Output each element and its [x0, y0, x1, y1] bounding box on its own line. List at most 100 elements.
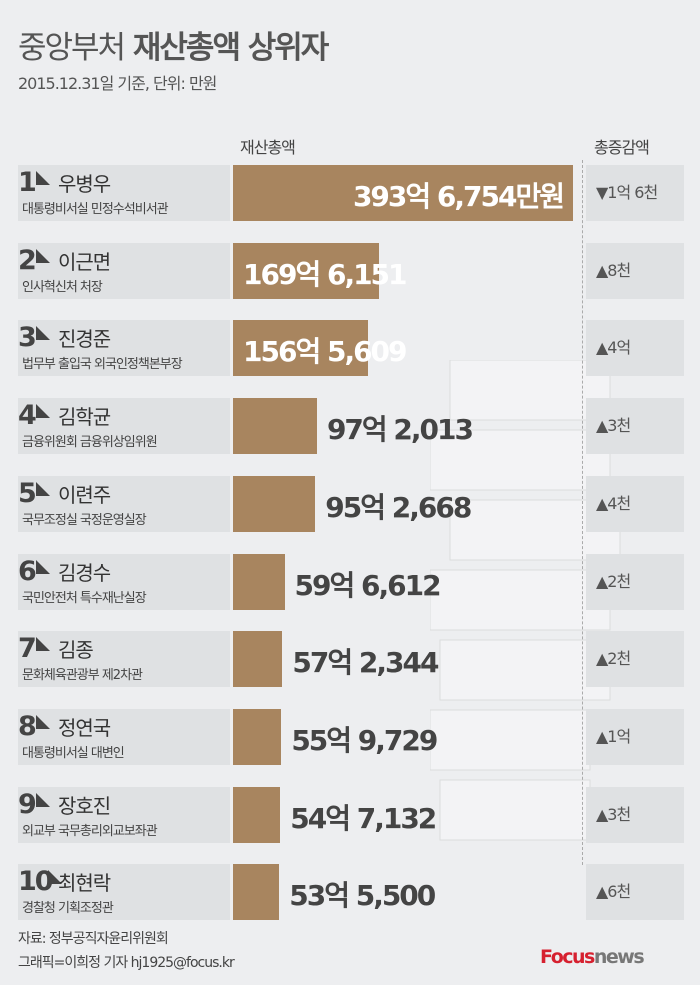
person-position: 대통령비서실 대변인 [22, 745, 125, 761]
slash-mark [36, 559, 50, 574]
logo-news: news [593, 946, 645, 968]
value-label: 57억 2,344 [292, 646, 439, 680]
divider [582, 160, 583, 865]
person-name: 김종 [58, 638, 94, 663]
bar [233, 786, 281, 843]
change-value: ▲1억 [586, 708, 684, 765]
table-row: 4 김학균 금융위원회 금융위상임위원 97억 2,013 ▲3천 [0, 398, 700, 455]
logo-focus: Focus [540, 946, 595, 968]
table-row: 9 장호진 외교부 국무총리외교보좌관 54억 7,132 ▲3천 [0, 786, 700, 843]
credit: 그래픽=이희정 기자 hj1925@focus.kr [18, 955, 235, 971]
person-name: 이근면 [58, 249, 111, 274]
rank: 8 [18, 710, 37, 742]
person-position: 대통령비서실 민정수석비서관 [22, 202, 169, 217]
slash-mark [36, 326, 50, 341]
person-name: 최현락 [58, 871, 111, 896]
person-name: 진경준 [58, 327, 111, 352]
change-value: ▼1억 6천 [586, 165, 684, 221]
change-value: ▲2천 [586, 631, 684, 688]
value-label: 53억 5,500 [289, 879, 436, 913]
change-value: ▲4억 [586, 320, 684, 377]
value-label: 95억 2,668 [325, 490, 472, 524]
value-label: 54억 7,132 [290, 801, 437, 835]
bar [233, 553, 285, 610]
change-value: ▲6천 [586, 864, 684, 921]
table-row: 1 우병우 대통령비서실 민정수석비서관 393억 6,754만원 ▼1억 6천 [0, 165, 700, 221]
label-box: 8 정연국 대통령비서실 대변인 [18, 708, 230, 765]
label-box: 4 김학균 금융위원회 금융위상임위원 [18, 398, 230, 455]
header-total: 재산총액 [240, 138, 296, 157]
change-value: ▲2천 [586, 553, 684, 610]
person-name: 이련주 [58, 482, 111, 507]
table-row: 10 최현락 경찰청 기획조정관 53억 5,500 ▲6천 [0, 864, 700, 921]
person-position: 문화체육관광부 제2차관 [22, 668, 143, 684]
subtitle: 2015.12.31일 기준, 단위: 만원 [18, 74, 217, 93]
bar [233, 320, 369, 377]
bar [233, 398, 317, 455]
bar [233, 864, 280, 921]
change-value: ▲8천 [586, 242, 684, 299]
value-label: 55억 9,729 [291, 723, 438, 757]
change-value: ▲4천 [586, 475, 684, 532]
table-row: 5 이련주 국무조정실 국정운영실장 95억 2,668 ▲4천 [0, 475, 700, 532]
label-box: 10 최현락 경찰청 기획조정관 [18, 864, 230, 921]
person-name: 김경수 [58, 560, 111, 585]
rank: 2 [18, 244, 37, 276]
table-row: 2 이근면 인사혁신처 처장 169억 6,151 ▲8천 [0, 242, 700, 299]
rank: 7 [18, 633, 37, 665]
page-title: 중앙부처 재산총액 상위자 [18, 22, 329, 67]
label-box: 7 김종 문화체육관광부 제2차관 [18, 631, 230, 688]
label-box: 3 진경준 법무부 출입국 외국인정책본부장 [18, 320, 230, 377]
slash-mark [36, 637, 50, 652]
table-row: 7 김종 문화체육관광부 제2차관 57억 2,344 ▲2천 [0, 631, 700, 688]
slash-mark [36, 792, 50, 807]
title-light: 중앙부처 [18, 30, 126, 66]
rank: 4 [18, 400, 37, 432]
change-value: ▲3천 [586, 398, 684, 455]
rank: 3 [18, 322, 37, 354]
person-position: 금융위원회 금융위상임위원 [22, 435, 158, 451]
label-box: 1 우병우 대통령비서실 민정수석비서관 [18, 165, 230, 221]
label-box: 5 이련주 국무조정실 국정운영실장 [18, 475, 230, 532]
value-label: 59억 6,612 [294, 568, 442, 602]
value-label: 97억 2,013 [326, 413, 474, 447]
person-position: 인사혁신처 처장 [22, 279, 103, 295]
person-position: 국무조정실 국정운영실장 [22, 512, 147, 528]
rank: 10 [18, 866, 54, 898]
slash-mark [36, 171, 50, 185]
person-position: 국민안전처 특수재난실장 [22, 590, 147, 606]
rank: 6 [18, 555, 37, 587]
bar [233, 165, 573, 221]
rank: 9 [18, 788, 37, 820]
table-row: 6 김경수 국민안전처 특수재난실장 59억 6,612 ▲2천 [0, 553, 700, 610]
slash-mark [36, 481, 50, 496]
slash-mark [36, 404, 50, 419]
bar [233, 631, 283, 688]
person-name: 우병우 [58, 172, 111, 196]
value-label: 156억 5,609 [243, 335, 408, 369]
value-label: 169억 6,151 [243, 257, 408, 291]
slash-mark [36, 714, 50, 729]
value-label: 393억 6,754만원 [352, 180, 565, 213]
label-box: 9 장호진 외교부 국무총리외교보좌관 [18, 786, 230, 843]
table-row: 8 정연국 대통령비서실 대변인 55억 9,729 ▲1억 [0, 708, 700, 765]
change-value: ▲3천 [586, 786, 684, 843]
header-change: 총증감액 [594, 138, 650, 157]
source: 자료: 정부공직자윤리위원회 [18, 931, 169, 947]
person-position: 경찰청 기획조정관 [22, 901, 114, 917]
bar [233, 708, 282, 765]
title-bold: 재산총액 상위자 [132, 30, 329, 66]
person-name: 김학균 [58, 405, 111, 430]
label-box: 2 이근면 인사혁신처 처장 [18, 242, 230, 299]
rank: 1 [18, 167, 37, 198]
rank: 5 [18, 477, 37, 509]
bar [233, 475, 316, 532]
focusnews-logo: Focusnews [540, 946, 645, 968]
person-name: 정연국 [58, 715, 111, 740]
label-box: 6 김경수 국민안전처 특수재난실장 [18, 553, 230, 610]
person-name: 장호진 [58, 793, 111, 818]
bar [233, 242, 380, 299]
person-position: 외교부 국무총리외교보좌관 [22, 823, 158, 839]
table-row: 3 진경준 법무부 출입국 외국인정책본부장 156억 5,609 ▲4억 [0, 320, 700, 377]
